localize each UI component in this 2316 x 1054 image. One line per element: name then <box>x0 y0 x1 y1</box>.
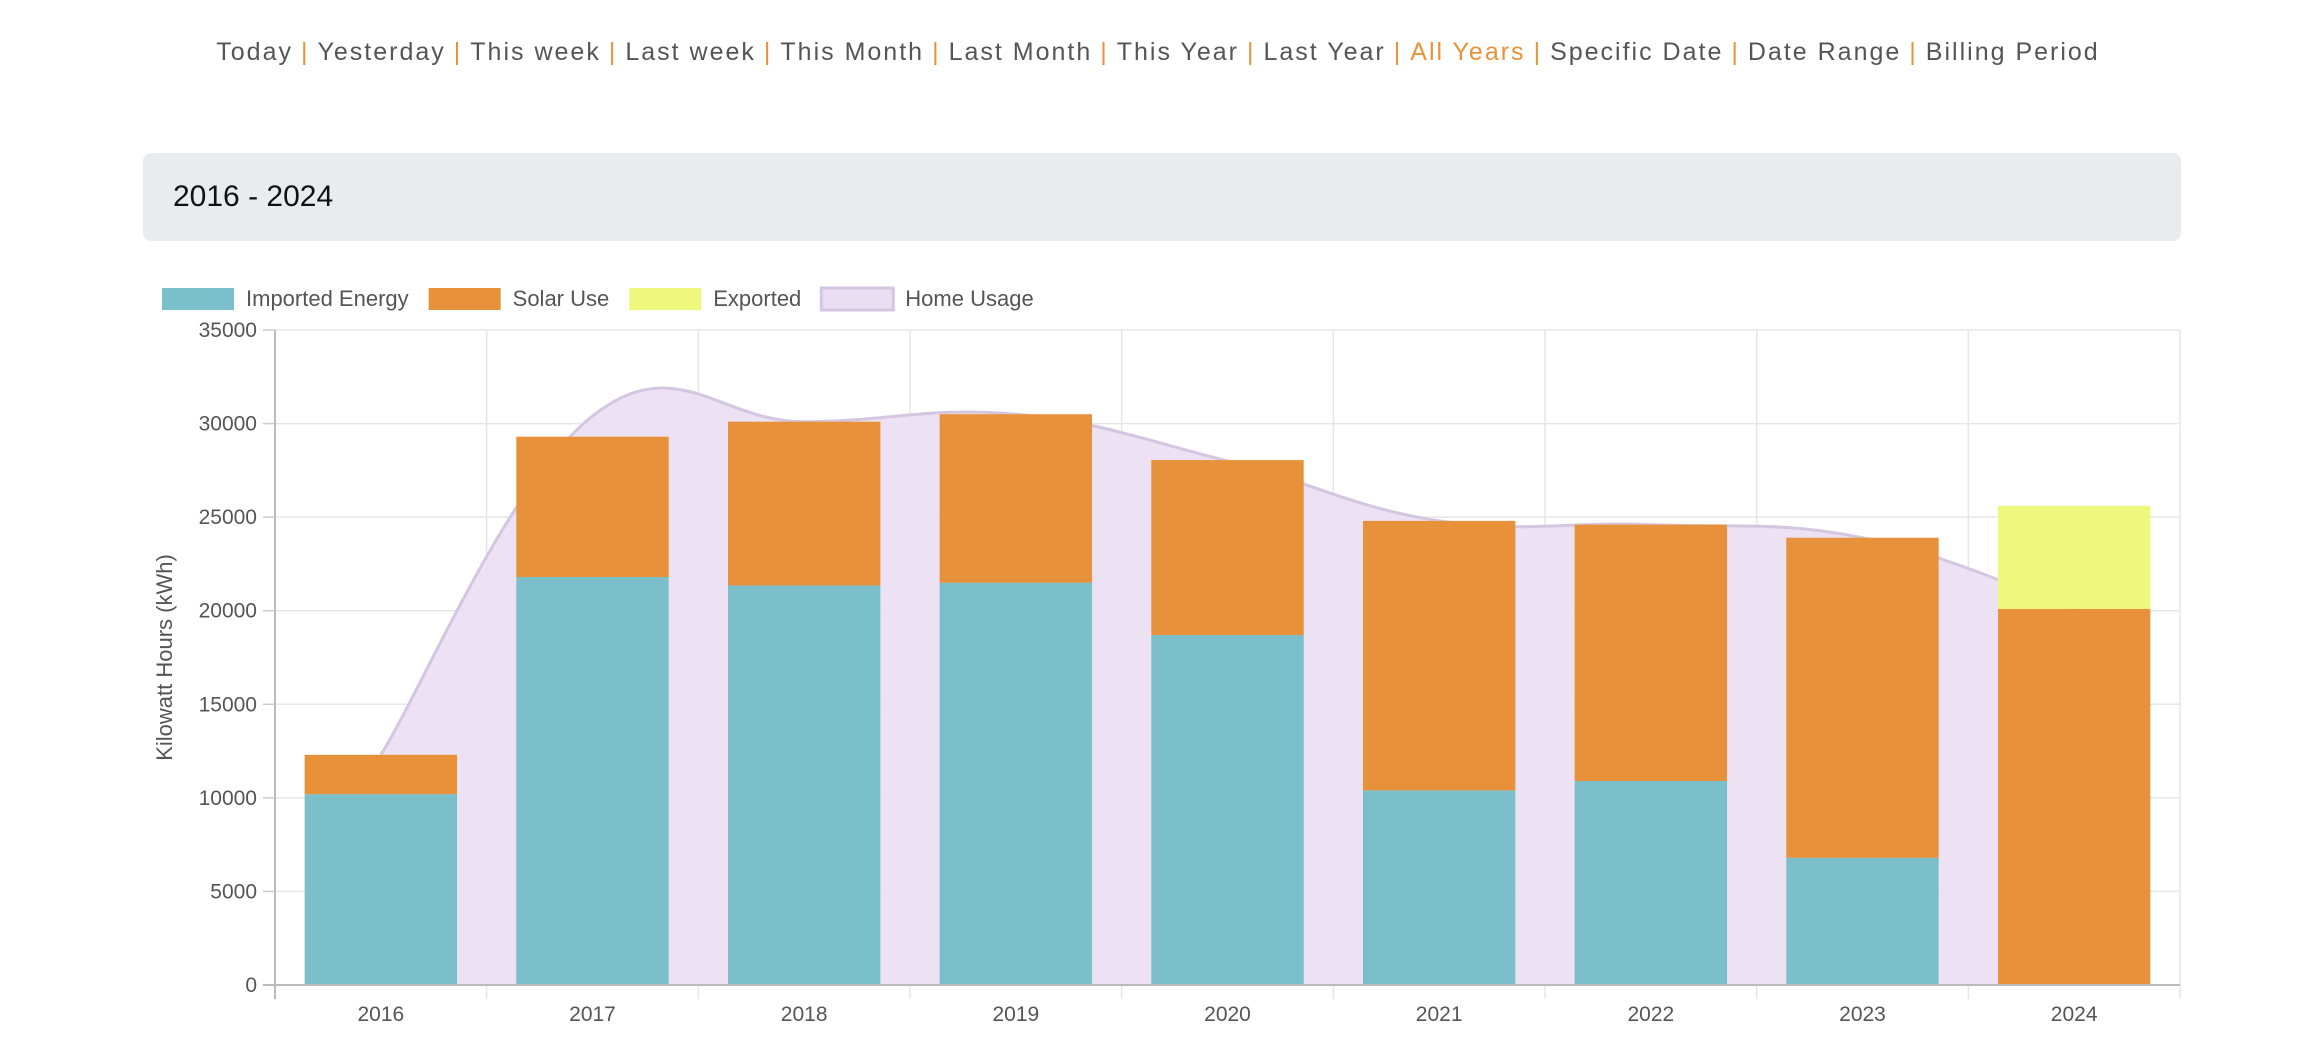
legend-label: Home Usage <box>905 286 1033 311</box>
x-tick-label: 2021 <box>1416 1003 1463 1026</box>
legend-label: Exported <box>713 286 801 311</box>
y-tick-label: 20000 <box>199 600 257 623</box>
nav-separator: | <box>608 38 618 66</box>
y-tick-label: 15000 <box>199 693 257 716</box>
x-tick-label: 2020 <box>1204 1003 1251 1026</box>
bar-solar-use-2024 <box>1997 608 2151 985</box>
bar-exported-2024 <box>1997 505 2151 609</box>
bar-solar-use-2023 <box>1786 537 1939 858</box>
nav-last-week[interactable]: Last week <box>625 38 756 66</box>
x-tick-label: 2017 <box>569 1003 616 1026</box>
axes: 0 5000 10000 15000 20000 25000 30000 35000 2016 2… <box>152 319 2180 1026</box>
nav-separator: | <box>1100 38 1109 66</box>
bar-solar-use-2018 <box>727 421 881 586</box>
bar-imported-energy-2022 <box>1574 781 1728 985</box>
y-tick-label: 30000 <box>199 413 257 436</box>
nav-separator: | <box>1247 38 1256 66</box>
nav-separator: | <box>763 38 773 66</box>
bar-solar-use-2021 <box>1362 520 1516 791</box>
bar-imported-energy-2017 <box>516 577 669 985</box>
nav-billing-period[interactable]: Billing Period <box>1925 38 2100 66</box>
legend-item-home-usage[interactable]: Home Usage <box>819 286 1034 312</box>
legend-item-imported-energy[interactable]: Imported Energy <box>162 286 409 311</box>
nav-separator: | <box>1909 38 1918 66</box>
x-tick-label: 2024 <box>2051 1003 2098 1026</box>
bar-imported-energy-2016 <box>304 794 458 985</box>
nav-separator: | <box>453 38 463 66</box>
bar-solar-use-2017 <box>516 436 669 578</box>
x-tick-label: 2016 <box>357 1003 404 1026</box>
range-title: 2016 - 2024 <box>173 180 334 213</box>
x-tick-label: 2023 <box>1839 1003 1886 1026</box>
y-tick-label: 10000 <box>199 787 257 810</box>
bar-solar-use-2022 <box>1574 524 1728 782</box>
date-range-nav: Today | Yesterday | This week | Last week | This… <box>0 38 2316 67</box>
legend-label: Imported Energy <box>246 286 409 311</box>
y-tick-label: 25000 <box>199 506 257 529</box>
bar-solar-use-2019 <box>939 414 1093 583</box>
nav-separator: | <box>932 38 941 66</box>
legend-swatch <box>819 286 895 312</box>
nav-yesterday[interactable]: Yesterday <box>317 38 446 66</box>
x-tick-label: 2019 <box>992 1003 1039 1026</box>
bar-solar-use-2020 <box>1151 460 1304 636</box>
nav-this-month[interactable]: This Month <box>780 38 925 66</box>
nav-date-range[interactable]: Date Range <box>1747 38 1902 66</box>
legend-swatch <box>428 288 501 310</box>
nav-this-year[interactable]: This Year <box>1116 38 1239 66</box>
range-header: 2016 - 2024 <box>143 153 2181 241</box>
bars <box>304 414 2151 985</box>
legend: Imported Energy Solar Use Exported Home Usa… <box>162 286 1034 312</box>
nav-specific-date[interactable]: Specific Date <box>1550 38 1724 66</box>
legend-item-solar-use[interactable]: Solar Use <box>428 286 610 311</box>
bar-imported-energy-2019 <box>939 582 1093 985</box>
bar-imported-energy-2021 <box>1362 790 1516 985</box>
nav-separator: | <box>301 38 310 66</box>
nav-separator: | <box>1731 38 1740 66</box>
y-axis-label: Kilowatt Hours (kWh) <box>152 554 177 761</box>
x-tick-label: 2022 <box>1627 1003 1674 1026</box>
nav-last-year[interactable]: Last Year <box>1263 38 1386 66</box>
nav-today[interactable]: Today <box>216 38 293 66</box>
home-usage-line <box>379 386 2075 756</box>
bar-imported-energy-2023 <box>1786 857 1939 985</box>
bar-solar-use-2016 <box>304 754 458 795</box>
bar-imported-energy-2020 <box>1151 635 1304 985</box>
nav-separator: | <box>1533 38 1543 66</box>
nav-this-week[interactable]: This week <box>470 38 601 66</box>
legend-swatch <box>629 288 702 310</box>
legend-item-exported[interactable]: Exported <box>629 286 801 311</box>
legend-swatch <box>162 288 234 310</box>
y-tick-label: 35000 <box>199 319 257 342</box>
y-tick-label: 5000 <box>210 880 257 903</box>
y-tick-label: 0 <box>245 974 257 997</box>
nav-last-month[interactable]: Last Month <box>948 38 1093 66</box>
legend-label: Solar Use <box>513 286 610 311</box>
nav-separator: | <box>1393 38 1403 66</box>
nav-all-years[interactable]: All Years <box>1410 38 1526 66</box>
bar-imported-energy-2018 <box>727 585 881 985</box>
x-tick-label: 2018 <box>781 1003 828 1026</box>
